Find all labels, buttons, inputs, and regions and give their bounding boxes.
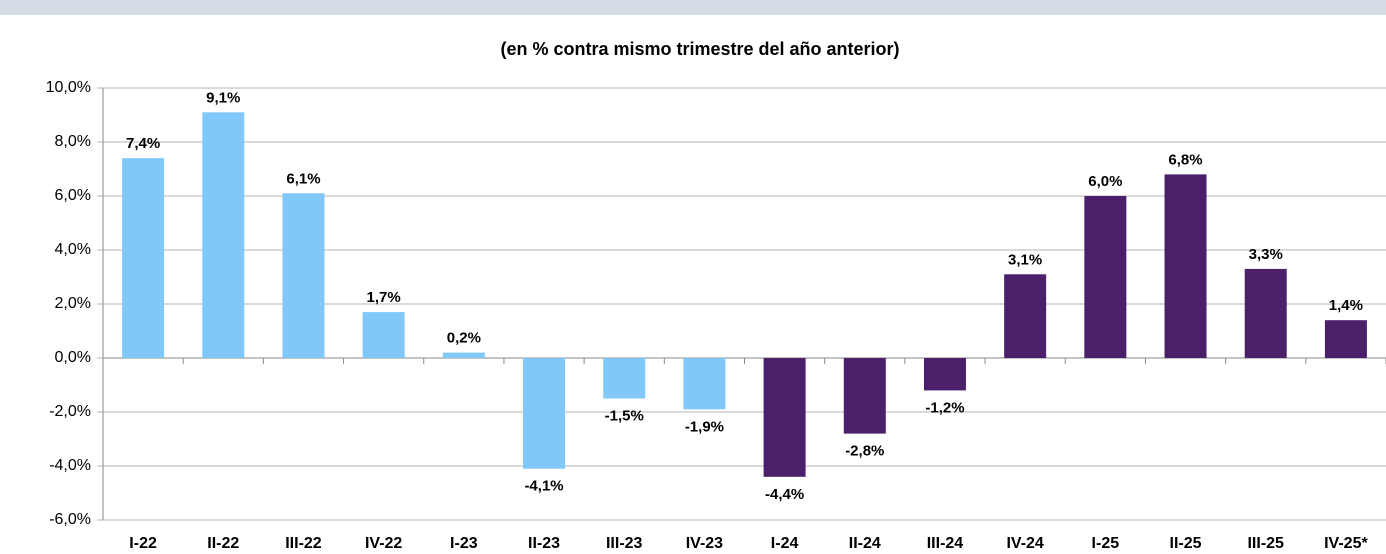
bar <box>923 358 966 391</box>
bar <box>362 312 405 358</box>
x-tick-label: IV-23 <box>686 535 723 552</box>
bar <box>843 358 886 434</box>
x-tick-label: III-23 <box>606 535 643 552</box>
bar <box>442 352 485 358</box>
x-tick-label: II-25 <box>1170 535 1202 552</box>
x-tick-label: II-22 <box>207 535 239 552</box>
x-tick-label: I-25 <box>1092 535 1120 552</box>
bar <box>1004 274 1047 358</box>
x-tick-label: III-22 <box>285 535 322 552</box>
data-label: 9,1% <box>206 89 240 106</box>
bar <box>683 358 726 410</box>
data-label: 3,3% <box>1249 246 1283 263</box>
data-label: 1,7% <box>367 289 401 306</box>
bar <box>523 358 566 469</box>
bar <box>1324 320 1367 358</box>
data-label: 7,4% <box>126 135 160 152</box>
bar <box>763 358 806 477</box>
x-tick-label: I-23 <box>450 535 478 552</box>
x-tick-label: I-24 <box>771 535 799 552</box>
bar <box>202 112 245 358</box>
y-tick-label: -6,0% <box>49 511 91 528</box>
top-band <box>0 0 1386 15</box>
bar <box>282 193 325 358</box>
data-label: -2,8% <box>845 443 884 460</box>
x-tick-label: II-23 <box>528 535 560 552</box>
chart-title: (en % contra mismo trimestre del año ant… <box>500 39 899 59</box>
y-tick-label: 0,0% <box>55 349 91 366</box>
x-tick-label: III-24 <box>927 535 964 552</box>
data-label: -4,4% <box>765 486 804 503</box>
x-tick-label: II-24 <box>849 535 881 552</box>
x-tick-label: IV-25* <box>1324 535 1368 552</box>
data-label: -1,5% <box>605 407 644 424</box>
x-tick-label: I-22 <box>129 535 157 552</box>
y-tick-label: 2,0% <box>55 295 91 312</box>
data-label: -1,9% <box>685 418 724 435</box>
bar <box>603 358 646 399</box>
data-label: -4,1% <box>524 478 563 495</box>
y-tick-label: 10,0% <box>46 79 91 96</box>
bar <box>122 158 165 358</box>
data-label: 6,1% <box>286 170 320 187</box>
y-tick-label: 4,0% <box>55 241 91 258</box>
x-tick-label: III-25 <box>1247 535 1284 552</box>
y-tick-label: 6,0% <box>55 187 91 204</box>
y-tick-label: -2,0% <box>49 403 91 420</box>
data-label: -1,2% <box>925 399 964 416</box>
data-label: 6,0% <box>1088 173 1122 190</box>
bar <box>1084 196 1127 358</box>
y-tick-label: 8,0% <box>55 133 91 150</box>
x-tick-label: IV-22 <box>365 535 402 552</box>
data-label: 3,1% <box>1008 251 1042 268</box>
bar <box>1164 174 1207 358</box>
y-tick-label: -4,0% <box>49 457 91 474</box>
bar <box>1244 268 1287 358</box>
x-tick-label: IV-24 <box>1006 535 1043 552</box>
data-label: 6,8% <box>1168 151 1202 168</box>
data-label: 1,4% <box>1329 297 1363 314</box>
data-label: 0,2% <box>447 330 481 347</box>
